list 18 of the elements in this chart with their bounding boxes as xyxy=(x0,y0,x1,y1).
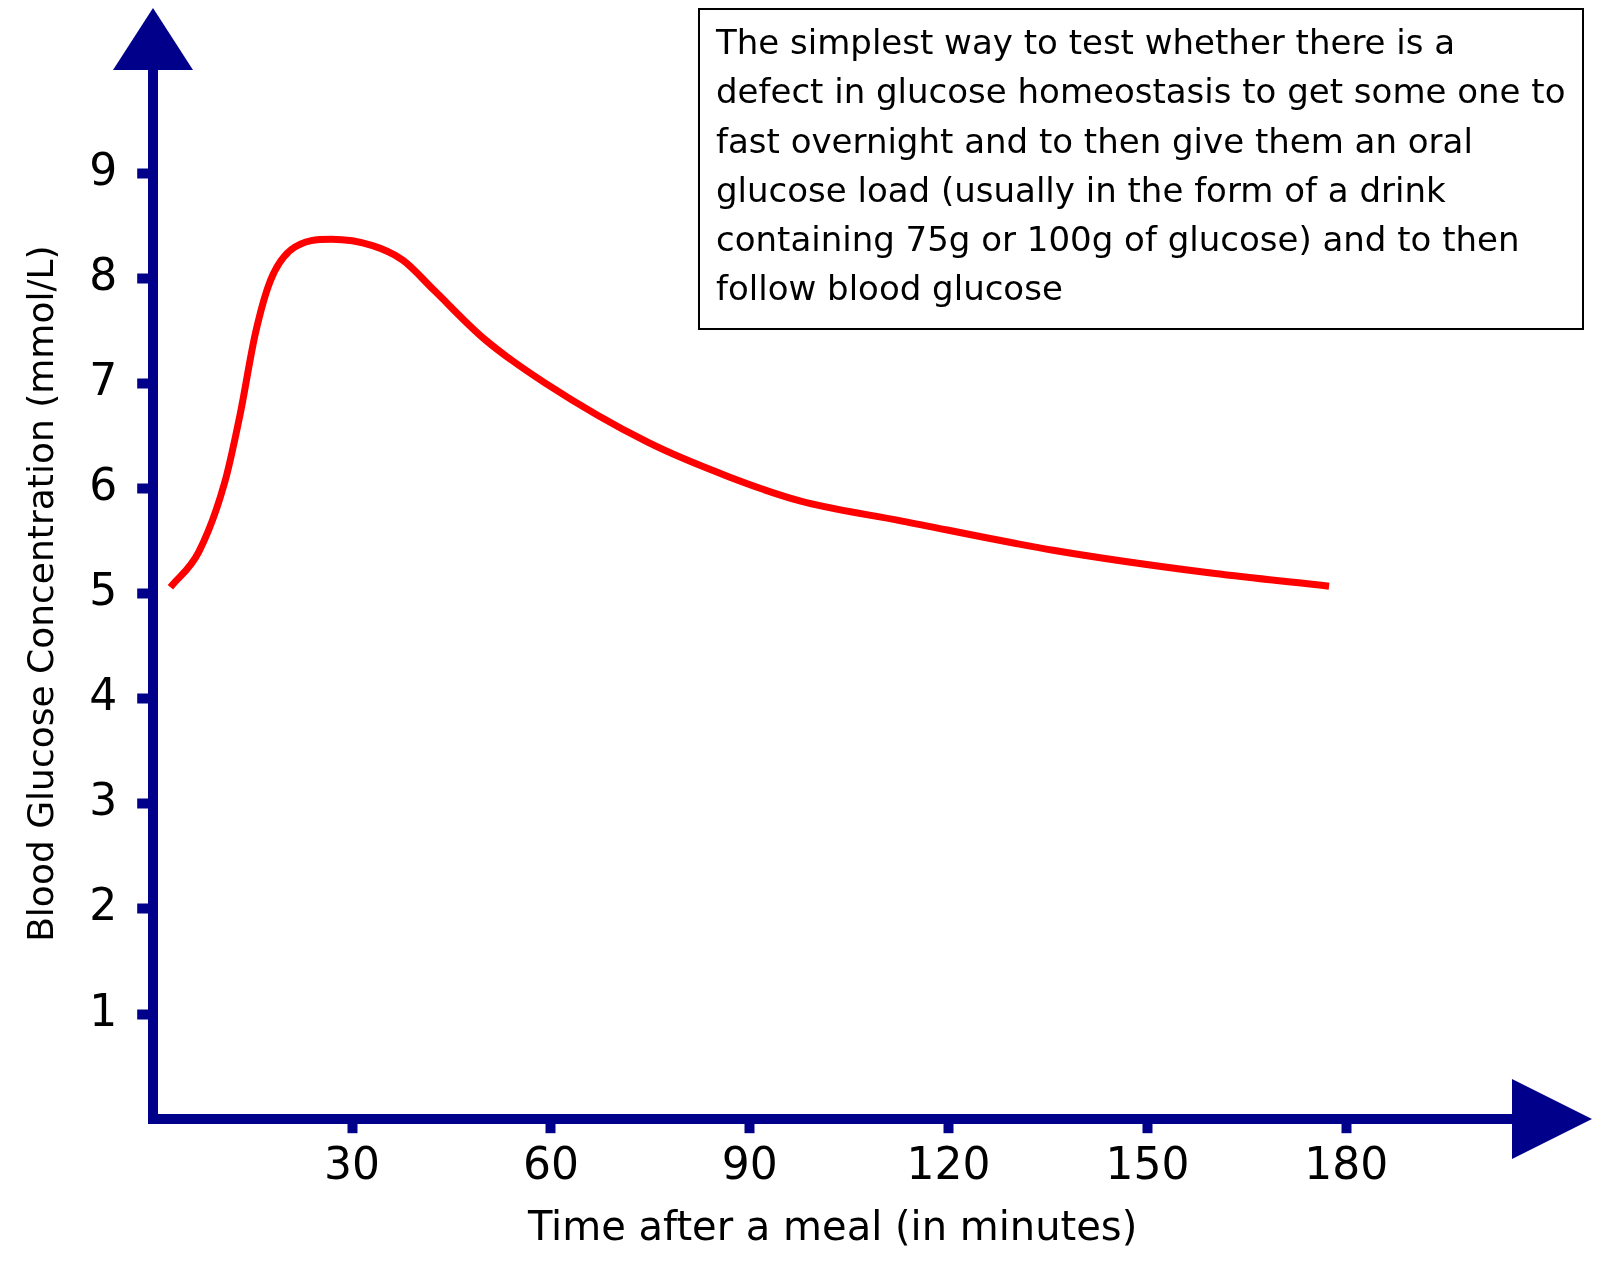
y-tick-label: 6 xyxy=(89,458,118,510)
y-tick-label: 4 xyxy=(89,669,118,721)
y-tick-label: 9 xyxy=(89,143,118,195)
y-tick-label: 2 xyxy=(89,879,118,931)
y-tick-label: 7 xyxy=(89,353,118,405)
y-tick-label: 8 xyxy=(89,248,118,300)
x-axis-title: Time after a meal (in minutes) xyxy=(526,1203,1138,1250)
x-tick-label: 60 xyxy=(522,1138,579,1190)
x-tick-label: 180 xyxy=(1304,1138,1389,1190)
y-tick-label: 1 xyxy=(89,984,118,1036)
x-tick-label: 90 xyxy=(721,1138,778,1190)
x-tick-label: 150 xyxy=(1105,1138,1190,1190)
x-tick-label: 30 xyxy=(324,1138,381,1190)
x-tick-label: 120 xyxy=(906,1138,991,1190)
annotation: The simplest way to test whether there is a defect in glucose homeostasis to get some one to fast overnight and to then give them an oral glucose load (usually in the form of a drink containing 75g or 100g of glucose) and to then follow blood glucose xyxy=(698,8,1584,330)
y-axis-title: Blood Glucose Concentration (mmol/L) xyxy=(19,245,61,942)
y-tick-label: 5 xyxy=(89,564,118,616)
y-tick-label: 3 xyxy=(89,774,118,826)
